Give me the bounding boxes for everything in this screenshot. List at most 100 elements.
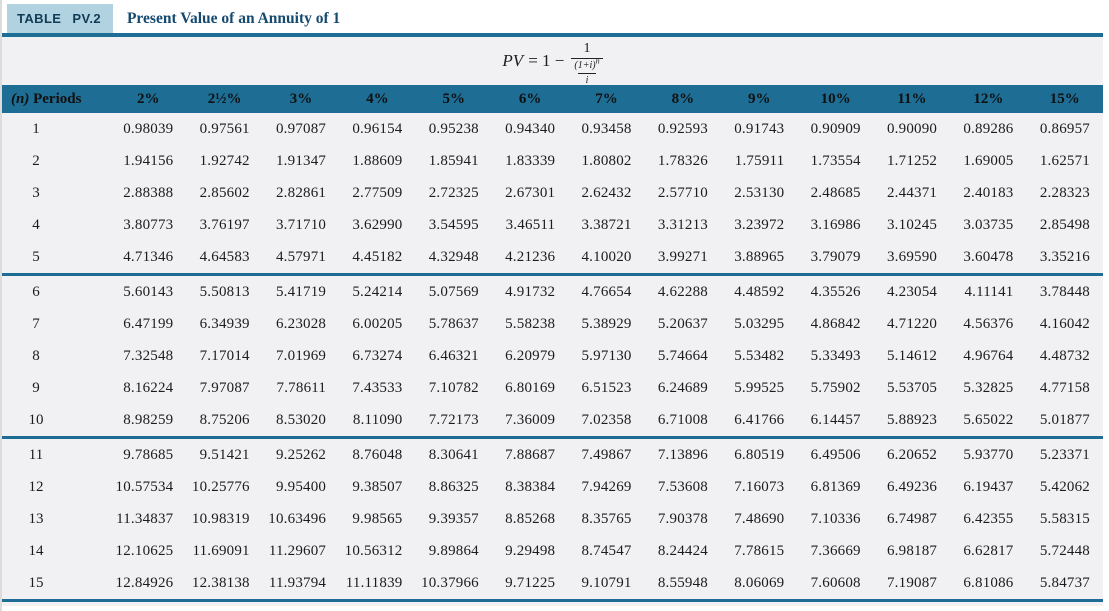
pv-factor: 7.49867 [581,446,632,463]
pv-factor: 1.69005 [963,152,1014,169]
pv-factor: 0.89286 [963,120,1014,137]
pv-factor: 7.10336 [810,510,861,527]
pv-factor: 2.44371 [886,184,938,201]
pv-factor: 10.98319 [191,510,250,527]
pv-factor: 6.49236 [886,478,938,495]
pv-factor: 6.20979 [505,347,556,364]
formula-lhs: PV [502,51,524,70]
table-row: 11 9.78685 9.51421 9.25262 8.76048 8.30641 7.8… [2,439,1103,471]
pv-factor: 6.20652 [886,446,938,463]
pv-factor: 8.86325 [428,478,479,495]
pv-factor: 2.62432 [581,184,632,201]
table-row: 5 4.71346 4.64583 4.57971 4.45182 4.32948 4.21… [2,241,1103,273]
pv-factor: 0.96154 [352,120,403,137]
pv-factor: 2.57710 [657,184,708,201]
period-number: 3 [32,184,40,201]
pv-factor: 5.07569 [428,283,479,300]
pv-factor: 0.98039 [123,120,174,137]
pv-factor: 3.76197 [199,216,250,233]
pv-factor: 3.99271 [657,248,708,265]
pv-factor: 7.02358 [581,411,632,428]
pv-factor: 6.73274 [352,347,403,364]
pv-factor: 3.71710 [275,216,327,233]
column-header-rate: 8% [644,85,721,113]
pv-factor: 6.62817 [963,542,1014,559]
table-row: 10 8.98259 8.75206 8.53020 8.11090 7.72173 7.3… [2,404,1103,436]
pv-factor: 3.03735 [963,216,1014,233]
pv-factor: 5.33493 [810,347,861,364]
period-number: 6 [32,283,40,300]
pv-factor: 3.80773 [123,216,174,233]
pv-factor: 9.51421 [199,446,250,463]
pv-factor: 5.75902 [810,379,861,396]
period-number: 2 [32,152,40,169]
fraction-denominator-divisor: i [578,72,596,87]
column-header-rate: 3% [262,85,340,113]
table-row: 14 12.10625 11.69091 11.29607 10.56312 9.8986… [2,535,1103,567]
pv-factor: 0.94340 [505,120,556,137]
pv-factor: 5.23371 [1039,446,1090,463]
pv-factor: 2.82861 [275,184,327,201]
table-row: 9 8.16224 7.97087 7.78611 7.43533 7.10782 6.80… [2,372,1103,404]
pv-factor: 1.73554 [810,152,861,169]
pv-factor: 4.57971 [275,248,327,265]
pv-factor: 2.88388 [123,184,174,201]
period-number: 4 [32,216,40,233]
pv-factor: 1.78326 [657,152,708,169]
pv-factor: 7.53608 [657,478,708,495]
pv-factor: 7.01969 [275,347,327,364]
pv-factor: 7.32548 [123,347,174,364]
column-header-periods: (n) Periods [2,85,110,113]
pv-factor: 6.71008 [657,411,708,428]
table-row: 15 12.84926 12.38138 11.93794 11.11839 10.379… [2,567,1103,599]
pv-factor: 4.48592 [734,283,785,300]
pv-factor: 10.57534 [115,478,174,495]
table-row: 12 10.57534 10.25776 9.95400 9.38507 8.86325 8… [2,471,1103,503]
pv-factor: 11.29607 [268,542,327,559]
periods-n-symbol: (n) [11,90,30,107]
pv-factor: 2.53130 [734,184,785,201]
pv-factor: 1.92742 [199,152,250,169]
table-row: 1 0.98039 0.97561 0.97087 0.96154 0.95238 0.94… [2,113,1103,145]
pv-factor: 5.88923 [886,411,938,428]
pv-factor: 3.78448 [1039,283,1090,300]
pv-factor: 7.78615 [734,542,785,559]
pv-factor: 7.72173 [428,411,479,428]
pv-factor: 8.53020 [275,411,327,428]
pv-factor: 3.60478 [963,248,1014,265]
pv-factor: 1.62571 [1039,152,1090,169]
pv-factor: 4.91732 [505,283,556,300]
pv-factor: 12.84926 [115,574,174,591]
pv-factor: 8.75206 [199,411,250,428]
pv-factor: 9.89864 [428,542,479,559]
pv-factor: 6.81086 [963,574,1014,591]
pv-factor: 3.69590 [886,248,938,265]
pv-factor: 7.48690 [734,510,785,527]
table-row: 8 7.32548 7.17014 7.01969 6.73274 6.46321 6.20… [2,340,1103,372]
pv-annuity-table: (n) Periods 2% 2½% 3% 4% 5% 6% 7% 8% 9% 10% 11% 12%… [2,85,1103,602]
pv-factor: 2.85498 [1039,216,1090,233]
pv-factor: 7.16073 [734,478,785,495]
fraction-numerator: 1 [583,40,591,56]
pv-factor: 4.77158 [1039,379,1090,396]
pv-annuity-formula: PV = 1 − 1 (1+i)n i [502,39,603,87]
pv-factor: 4.48732 [1039,347,1090,364]
pv-factor: 2.40183 [963,184,1014,201]
column-header-rate: 4% [339,85,416,113]
pv-factor: 4.76654 [581,283,632,300]
pv-factor: 4.21236 [505,248,556,265]
group-separator [2,436,1103,439]
pv-factor: 4.35526 [810,283,861,300]
pv-factor: 4.96764 [963,347,1014,364]
pv-factor: 5.14612 [886,347,938,364]
column-header-rate: 10% [797,85,874,113]
table-row: 2 1.94156 1.92742 1.91347 1.88609 1.85941 1.83… [2,145,1103,177]
pv-factor: 0.97087 [275,120,327,137]
pv-factor: 6.47199 [123,315,174,332]
group-separator-line [2,436,1103,439]
formula-fraction: 1 (1+i)n i [571,40,603,87]
table-body: 1 0.98039 0.97561 0.97087 0.96154 0.95238 0.94… [2,113,1103,602]
pv-factor: 1.71252 [886,152,938,169]
pv-factor: 8.16224 [123,379,174,396]
period-number: 1 [32,120,40,137]
